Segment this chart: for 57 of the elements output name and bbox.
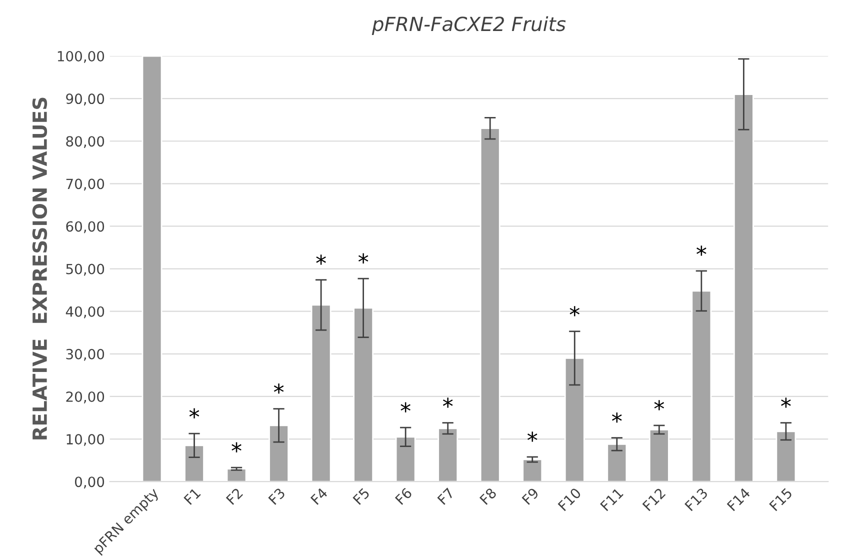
y-tick-label: 0,00 xyxy=(74,476,104,488)
data-label: * xyxy=(781,398,791,408)
x-tick-label: F3 xyxy=(268,487,286,505)
x-tick-label: F1 xyxy=(184,488,201,505)
y-tick-label: 100,00 xyxy=(58,50,104,63)
x-tick-label: F5 xyxy=(352,488,370,505)
x-tick-label: F7 xyxy=(437,488,454,505)
data-label: * xyxy=(189,408,200,418)
data-label: * xyxy=(232,442,242,452)
x-tick-label: F2 xyxy=(226,488,244,505)
data-label: * xyxy=(527,432,538,442)
bar xyxy=(226,468,247,482)
bar xyxy=(268,424,289,482)
bar xyxy=(310,304,332,482)
y-tick-label: 40,00 xyxy=(66,306,104,318)
chart-title: pFRN-FaCXE2 Fruits xyxy=(372,16,566,36)
bar xyxy=(395,436,416,482)
y-axis-title: RELATIVE EXPRESSION VALUES xyxy=(32,98,48,440)
data-label: * xyxy=(570,306,580,316)
y-tick-label: 70,00 xyxy=(66,178,104,191)
data-label: * xyxy=(400,402,410,412)
bar xyxy=(353,307,374,482)
x-tick-label: F9 xyxy=(522,487,540,505)
bar xyxy=(648,428,670,482)
y-tick-label: 30,00 xyxy=(66,348,104,361)
x-tick-label: F8 xyxy=(479,487,498,505)
y-tick-label: 20,00 xyxy=(66,391,104,404)
bar xyxy=(184,444,204,482)
bar xyxy=(733,94,754,482)
y-tick-label: 10,00 xyxy=(66,434,104,446)
data-label: * xyxy=(442,398,453,408)
bar xyxy=(606,443,628,482)
x-tick-label: F13 xyxy=(684,487,708,512)
bar xyxy=(142,56,162,482)
data-label: * xyxy=(696,246,706,256)
bar xyxy=(522,458,543,482)
data-label: * xyxy=(358,253,368,264)
x-tick-label: F6 xyxy=(394,487,413,505)
data-label: * xyxy=(274,384,284,394)
x-tick-label: F14 xyxy=(726,487,751,512)
bar xyxy=(480,128,500,482)
x-tick-label: F4 xyxy=(310,487,328,505)
data-label: * xyxy=(612,412,622,423)
bar xyxy=(691,290,712,482)
x-tick-label: F15 xyxy=(769,488,793,512)
x-tick-label: F11 xyxy=(600,488,624,512)
bar xyxy=(438,428,458,482)
data-label: * xyxy=(316,254,326,265)
y-tick-label: 60,00 xyxy=(66,221,104,234)
y-tick-label: 80,00 xyxy=(66,136,104,148)
x-tick-label: F12 xyxy=(642,488,666,512)
bar xyxy=(776,430,796,482)
bar xyxy=(564,357,585,482)
x-tick-label: F10 xyxy=(558,487,582,512)
data-label: * xyxy=(654,400,664,410)
y-tick-label: 50,00 xyxy=(66,264,104,276)
y-tick-label: 90,00 xyxy=(66,94,104,106)
